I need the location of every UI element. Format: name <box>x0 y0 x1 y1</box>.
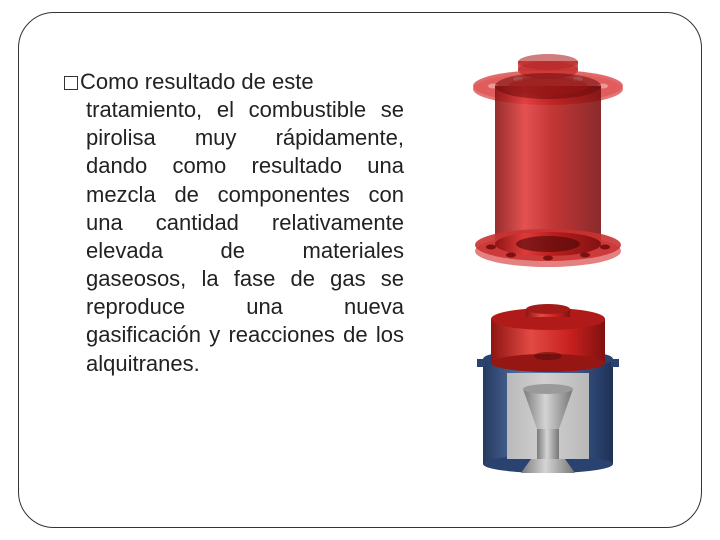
paragraph-body: tratamiento, el combustible se pirolisa … <box>86 96 404 378</box>
bullet-square-icon <box>64 76 78 90</box>
slide-frame: Como resultado de este tratamiento, el c… <box>18 12 702 528</box>
figure-column <box>443 53 653 493</box>
figure-cylinder-chamber <box>463 53 633 283</box>
figure-gasifier-section <box>463 301 633 476</box>
paragraph: Como resultado de este tratamiento, el c… <box>64 68 404 378</box>
paragraph-first-line: Como resultado de este <box>80 69 314 94</box>
text-block: Como resultado de este tratamiento, el c… <box>64 68 404 378</box>
